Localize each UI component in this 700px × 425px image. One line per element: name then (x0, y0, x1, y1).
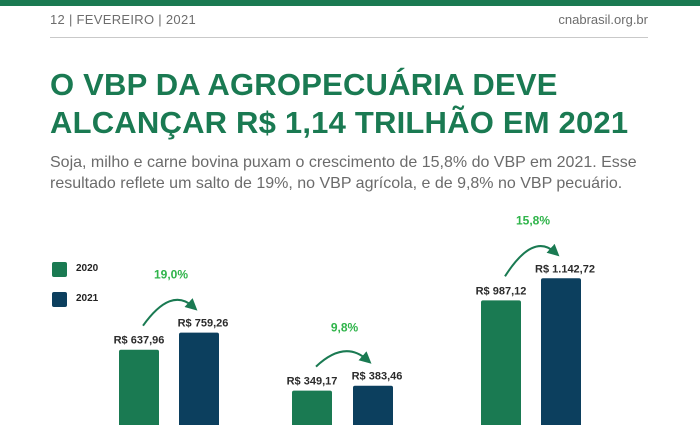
legend-label-2020: 2020 (76, 263, 99, 274)
growth-arrow-group-3 (504, 243, 560, 277)
value-label-2021-group-2: R$ 383,46 (352, 371, 403, 383)
publication-date: 12 | FEVEREIRO | 2021 (50, 12, 197, 27)
legend-label-2021: 2021 (76, 293, 99, 304)
legend-swatch-2021 (52, 292, 67, 307)
subtitle: Soja, milho e carne bovina puxam o cresc… (50, 154, 637, 192)
growth-arrow-group-2 (315, 350, 372, 368)
legend-swatch-2020 (52, 262, 67, 277)
value-label-2021-group-3: R$ 1.142,72 (535, 263, 595, 275)
growth-label-group-2: 9,8% (331, 321, 359, 335)
bar-2021-group-1 (179, 332, 219, 425)
value-label-2020-group-1: R$ 637,96 (114, 335, 165, 347)
value-label-2020-group-2: R$ 349,17 (287, 376, 338, 388)
bar-2021-group-3 (541, 278, 581, 425)
headline-line-2: ALCANÇAR R$ 1,14 TRILHÃO EM 2021 (50, 105, 629, 140)
growth-label-group-3: 15,8% (516, 213, 550, 227)
bar-2020-group-2 (292, 390, 332, 425)
growth-label-group-1: 19,0% (154, 268, 188, 282)
growth-arrow-group-1 (142, 298, 198, 327)
value-label-2020-group-3: R$ 987,12 (476, 285, 527, 297)
header-divider (50, 37, 648, 38)
headline: O VBP DA AGROPECUÁRIA DEVE ALCANÇAR R$ 1… (50, 66, 670, 142)
bar-2021-group-2 (353, 385, 393, 425)
bar-2020-group-1 (119, 349, 159, 425)
header-row: 12 | FEVEREIRO | 2021 cnabrasil.org.br (50, 12, 648, 32)
top-accent-bar (0, 0, 700, 6)
headline-line-1: O VBP DA AGROPECUÁRIA DEVE (50, 67, 558, 102)
site-url[interactable]: cnabrasil.org.br (558, 12, 648, 27)
bar-2020-group-3 (481, 300, 521, 425)
value-label-2021-group-1: R$ 759,26 (178, 318, 229, 330)
